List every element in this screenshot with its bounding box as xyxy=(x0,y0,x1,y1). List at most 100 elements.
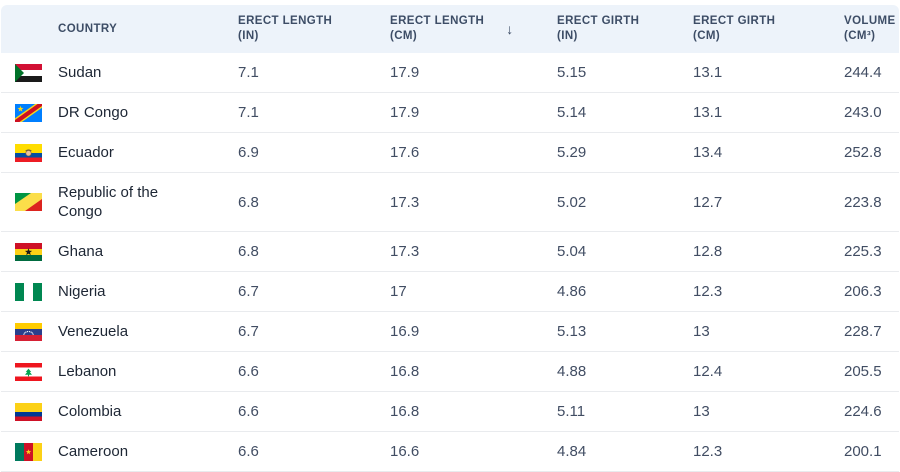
erect-girth-in-cell: 5.14 xyxy=(557,93,693,133)
country-name: Lebanon xyxy=(58,363,117,380)
column-label: VOLUME xyxy=(844,15,896,27)
erect-length-in-cell: 6.8 xyxy=(238,232,390,272)
table-row: Colombia 6.6 16.8 5.11 13 224.6 xyxy=(1,392,899,432)
ecuador-flag-icon xyxy=(15,143,42,162)
column-label: COUNTRY xyxy=(58,23,118,35)
table-row: Sudan 7.1 17.9 5.15 13.1 244.4 xyxy=(1,53,899,93)
erect-length-in-cell: 6.8 xyxy=(238,173,390,232)
erect-girth-cm-cell: 12.4 xyxy=(693,352,844,392)
table-row: Republic of the Congo 6.8 17.3 5.02 12.7… xyxy=(1,173,899,232)
header-row: COUNTRY ERECT LENGTH (IN) ERECT LENGTH (… xyxy=(1,5,899,53)
volume-cell: 224.6 xyxy=(844,392,899,432)
column-unit: (CM) xyxy=(693,30,721,42)
country-cell: Sudan xyxy=(1,53,238,93)
country-measurements-table: COUNTRY ERECT LENGTH (IN) ERECT LENGTH (… xyxy=(1,5,899,472)
volume-cell: 206.3 xyxy=(844,272,899,312)
sudan-flag-icon xyxy=(15,63,42,82)
erect-girth-in-cell: 5.04 xyxy=(557,232,693,272)
column-unit: (CM) xyxy=(390,30,418,42)
column-label: ERECT GIRTH xyxy=(693,15,776,27)
erect-girth-in-cell: 5.15 xyxy=(557,53,693,93)
erect-length-cm-cell: 16.6 xyxy=(390,432,557,472)
country-cell: Ecuador xyxy=(1,133,238,173)
country-name: Ghana xyxy=(58,243,104,260)
erect-length-cm-cell: 17 xyxy=(390,272,557,312)
erect-girth-in-cell: 5.11 xyxy=(557,392,693,432)
erect-length-cm-cell: 16.8 xyxy=(390,392,557,432)
volume-cell: 225.3 xyxy=(844,232,899,272)
table-row: Venezuela 6.7 16.9 5.13 13 228.7 xyxy=(1,312,899,352)
column-header-erect-girth-cm[interactable]: ERECT GIRTH (CM) xyxy=(693,5,844,53)
erect-length-in-cell: 7.1 xyxy=(238,53,390,93)
country-name: Ecuador xyxy=(58,144,114,161)
nigeria-flag-icon xyxy=(15,282,42,301)
sort-descending-icon[interactable]: ↓ xyxy=(506,21,514,37)
colombia-flag-icon xyxy=(15,402,42,421)
erect-length-cm-cell: 17.6 xyxy=(390,133,557,173)
erect-girth-cm-cell: 12.3 xyxy=(693,432,844,472)
country-cell: Cameroon xyxy=(1,432,238,472)
country-cell: Ghana xyxy=(1,232,238,272)
country-cell: Lebanon xyxy=(1,352,238,392)
table-row: Lebanon 6.6 16.8 4.88 12.4 205.5 xyxy=(1,352,899,392)
erect-girth-in-cell: 5.02 xyxy=(557,173,693,232)
country-name: Cameroon xyxy=(58,443,129,460)
erect-length-in-cell: 6.6 xyxy=(238,352,390,392)
column-label: ERECT LENGTH xyxy=(390,15,485,27)
erect-girth-cm-cell: 13.1 xyxy=(693,93,844,133)
erect-length-in-cell: 6.7 xyxy=(238,272,390,312)
column-header-country[interactable]: COUNTRY xyxy=(1,5,238,53)
volume-cell: 228.7 xyxy=(844,312,899,352)
table-row: Cameroon 6.6 16.6 4.84 12.3 200.1 xyxy=(1,432,899,472)
erect-girth-cm-cell: 12.7 xyxy=(693,173,844,232)
erect-girth-in-cell: 5.13 xyxy=(557,312,693,352)
table-row: Ghana 6.8 17.3 5.04 12.8 225.3 xyxy=(1,232,899,272)
column-header-erect-length-in[interactable]: ERECT LENGTH (IN) xyxy=(238,5,390,53)
country-name: Colombia xyxy=(58,403,122,420)
erect-length-cm-cell: 16.9 xyxy=(390,312,557,352)
volume-cell: 205.5 xyxy=(844,352,899,392)
erect-length-in-cell: 7.1 xyxy=(238,93,390,133)
column-unit: (IN) xyxy=(238,30,259,42)
table-row: Nigeria 6.7 17 4.86 12.3 206.3 xyxy=(1,272,899,312)
erect-length-cm-cell: 17.9 xyxy=(390,53,557,93)
column-unit: (CM³) xyxy=(844,30,876,42)
country-name: DR Congo xyxy=(58,104,129,121)
country-cell: Colombia xyxy=(1,392,238,432)
ghana-flag-icon xyxy=(15,242,42,261)
volume-cell: 252.8 xyxy=(844,133,899,173)
column-unit: (IN) xyxy=(557,30,578,42)
erect-girth-cm-cell: 13 xyxy=(693,312,844,352)
erect-length-in-cell: 6.7 xyxy=(238,312,390,352)
country-name: Venezuela xyxy=(58,323,129,340)
dr-congo-flag-icon xyxy=(15,103,42,122)
erect-girth-in-cell: 4.84 xyxy=(557,432,693,472)
volume-cell: 244.4 xyxy=(844,53,899,93)
erect-length-in-cell: 6.6 xyxy=(238,392,390,432)
volume-cell: 200.1 xyxy=(844,432,899,472)
country-cell: Republic of the Congo xyxy=(1,173,238,232)
erect-girth-cm-cell: 13.4 xyxy=(693,133,844,173)
column-label: ERECT LENGTH xyxy=(238,15,333,27)
erect-length-in-cell: 6.9 xyxy=(238,133,390,173)
table-row: DR Congo 7.1 17.9 5.14 13.1 243.0 xyxy=(1,93,899,133)
erect-girth-in-cell: 4.86 xyxy=(557,272,693,312)
erect-length-in-cell: 6.6 xyxy=(238,432,390,472)
volume-cell: 223.8 xyxy=(844,173,899,232)
column-header-volume[interactable]: VOLUME (CM³) xyxy=(844,5,899,53)
country-cell: Nigeria xyxy=(1,272,238,312)
column-label: ERECT GIRTH xyxy=(557,15,640,27)
table-row: Ecuador 6.9 17.6 5.29 13.4 252.8 xyxy=(1,133,899,173)
erect-girth-cm-cell: 13.1 xyxy=(693,53,844,93)
erect-girth-cm-cell: 12.3 xyxy=(693,272,844,312)
column-header-erect-length-cm[interactable]: ERECT LENGTH (CM) ↓ xyxy=(390,5,557,53)
country-cell: Venezuela xyxy=(1,312,238,352)
country-name: Sudan xyxy=(58,64,102,81)
column-header-erect-girth-in[interactable]: ERECT GIRTH (IN) xyxy=(557,5,693,53)
venezuela-flag-icon xyxy=(15,322,42,341)
erect-length-cm-cell: 17.9 xyxy=(390,93,557,133)
cameroon-flag-icon xyxy=(15,442,42,461)
country-name: Nigeria xyxy=(58,283,106,300)
volume-cell: 243.0 xyxy=(844,93,899,133)
erect-length-cm-cell: 17.3 xyxy=(390,173,557,232)
